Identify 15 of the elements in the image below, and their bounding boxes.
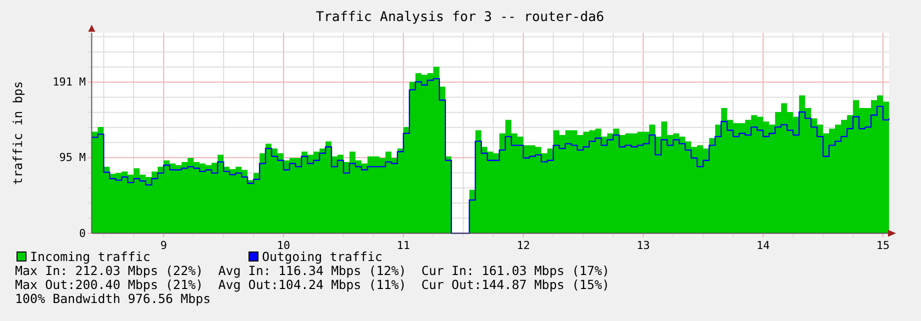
x-tick-label: 11: [396, 239, 410, 252]
text: Max In: 212.03 Mbps (22%) Avg In: 116.34 Mbps (12%) Cur In: 161.03 Mbps (17%): [15, 263, 610, 278]
y-axis-title: traffic in bps: [11, 81, 25, 185]
text: Max Out:200.40 Mbps (21%) Avg Out:104.24 Mbps (11%) Cur Out:144.87 Mbps (15%): [15, 277, 610, 292]
x-tick-label: 9: [160, 239, 167, 252]
x-tick-label: 14: [756, 239, 770, 252]
x-tick-label: 13: [636, 239, 650, 252]
chart-title: Traffic Analysis for 3 -- router-da6: [316, 10, 604, 25]
y-tick-label: 191 M: [52, 76, 86, 89]
legend-label: Incoming traffic: [30, 249, 150, 264]
x-tick-label: 12: [516, 239, 530, 252]
y-tick-label: 0: [79, 226, 86, 240]
x-tick-label: 15: [876, 239, 890, 252]
y-tick-label: 95 M: [59, 151, 86, 164]
text: 100% Bandwidth 976.56 Mbps: [15, 291, 211, 306]
